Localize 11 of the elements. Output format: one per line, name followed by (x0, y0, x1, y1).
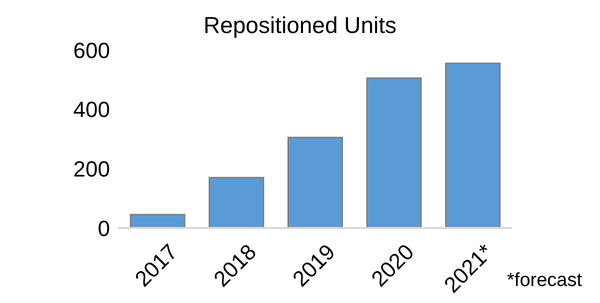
text: *forecast (507, 270, 582, 292)
chart-title: Repositioned Units (202, 12, 398, 39)
y-tick-label: 200 (73, 156, 110, 182)
bar (208, 176, 264, 228)
y-tick-label: 600 (73, 38, 110, 63)
y-tick-label: 0 (98, 216, 110, 241)
bar (366, 77, 422, 228)
bar (445, 62, 501, 228)
bar (287, 136, 343, 228)
bar (130, 214, 186, 228)
y-tick-label: 400 (73, 97, 110, 122)
